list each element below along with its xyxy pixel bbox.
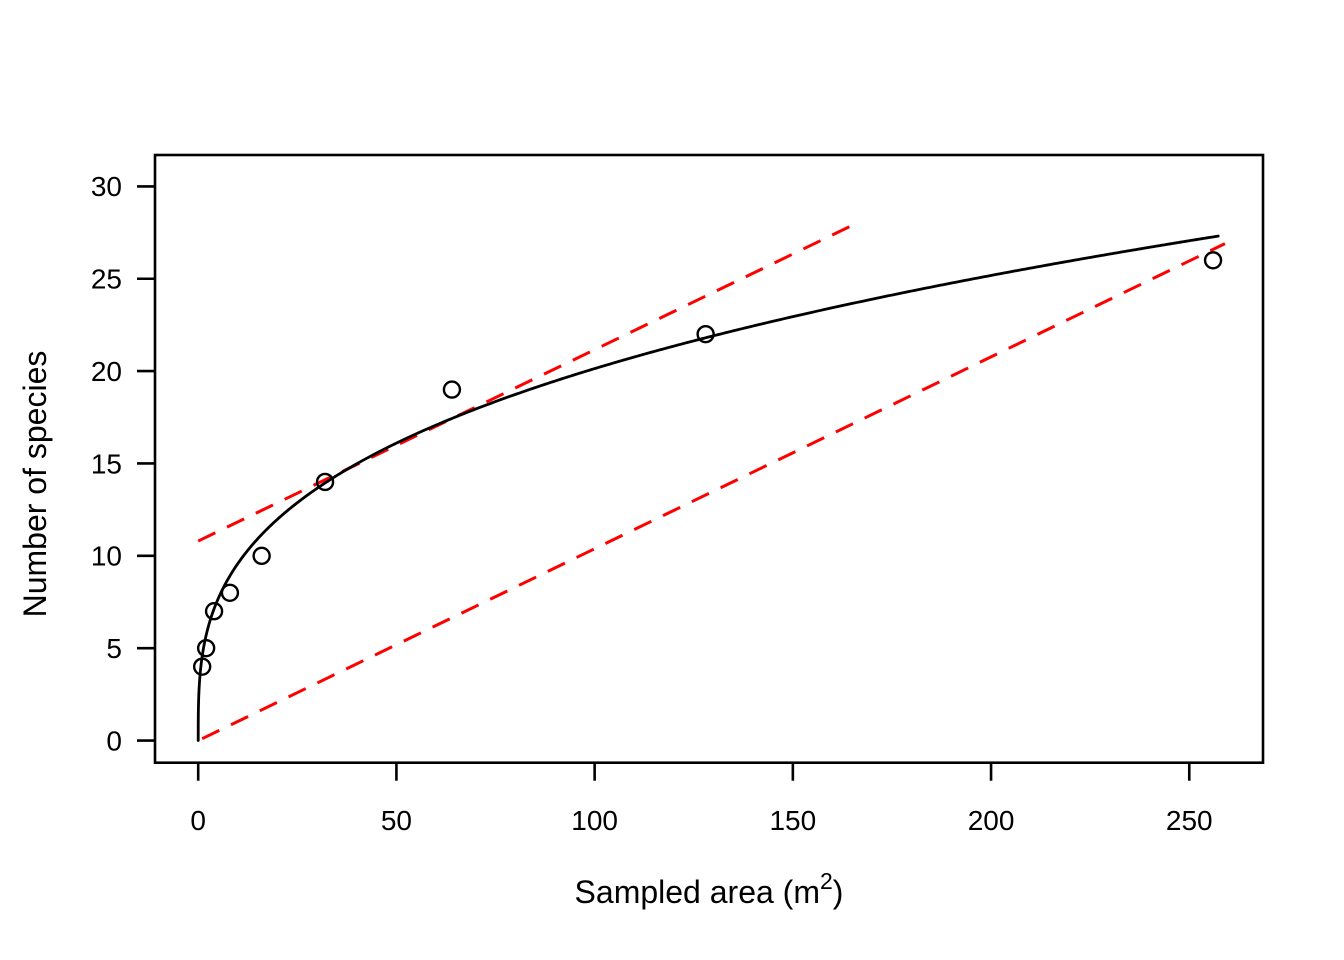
data-points [192, 251, 1223, 676]
x-tick-label: 0 [190, 805, 206, 836]
x-axis: 0 50 100 150 200 250 [190, 762, 1213, 836]
data-point [252, 546, 271, 566]
x-tick-label: 50 [381, 805, 412, 836]
y-tick-label: 30 [91, 171, 122, 202]
data-point [196, 638, 216, 658]
x-tick-label: 100 [571, 805, 618, 836]
data-point [442, 380, 462, 399]
y-tick-label: 0 [106, 725, 122, 756]
plot-box [153, 153, 1265, 765]
data-point [220, 583, 240, 602]
x-tick-label: 150 [769, 805, 816, 836]
y-tick-label: 20 [91, 356, 122, 387]
x-tick-label: 200 [968, 805, 1015, 836]
y-axis: 0 5 10 15 20 25 30 [91, 171, 155, 756]
tangent-line-upper [197, 220, 861, 543]
power-law-curve [196, 234, 1220, 742]
y-axis-title: Number of species [17, 351, 53, 618]
plot-border [153, 153, 1265, 765]
data-point [315, 472, 335, 492]
data-point [192, 657, 212, 676]
y-tick-label: 25 [91, 264, 122, 295]
y-tick-label: 5 [106, 633, 122, 664]
x-axis-title-superscript: 2 [820, 868, 833, 894]
x-tick-label: 250 [1166, 805, 1213, 836]
x-axis-title-suffix: ) [833, 874, 844, 910]
reference-lines [197, 220, 1226, 741]
y-tick-label: 10 [91, 541, 122, 572]
x-axis-title-prefix: Sampled area (m [575, 874, 820, 910]
y-tick-label: 15 [91, 448, 122, 479]
secant-line-lower [201, 242, 1226, 741]
x-axis-title: Sampled area (m2) [575, 868, 844, 910]
data-point [1203, 251, 1223, 270]
data-point [696, 324, 715, 344]
fit-curve [196, 234, 1220, 742]
data-point [204, 602, 224, 621]
